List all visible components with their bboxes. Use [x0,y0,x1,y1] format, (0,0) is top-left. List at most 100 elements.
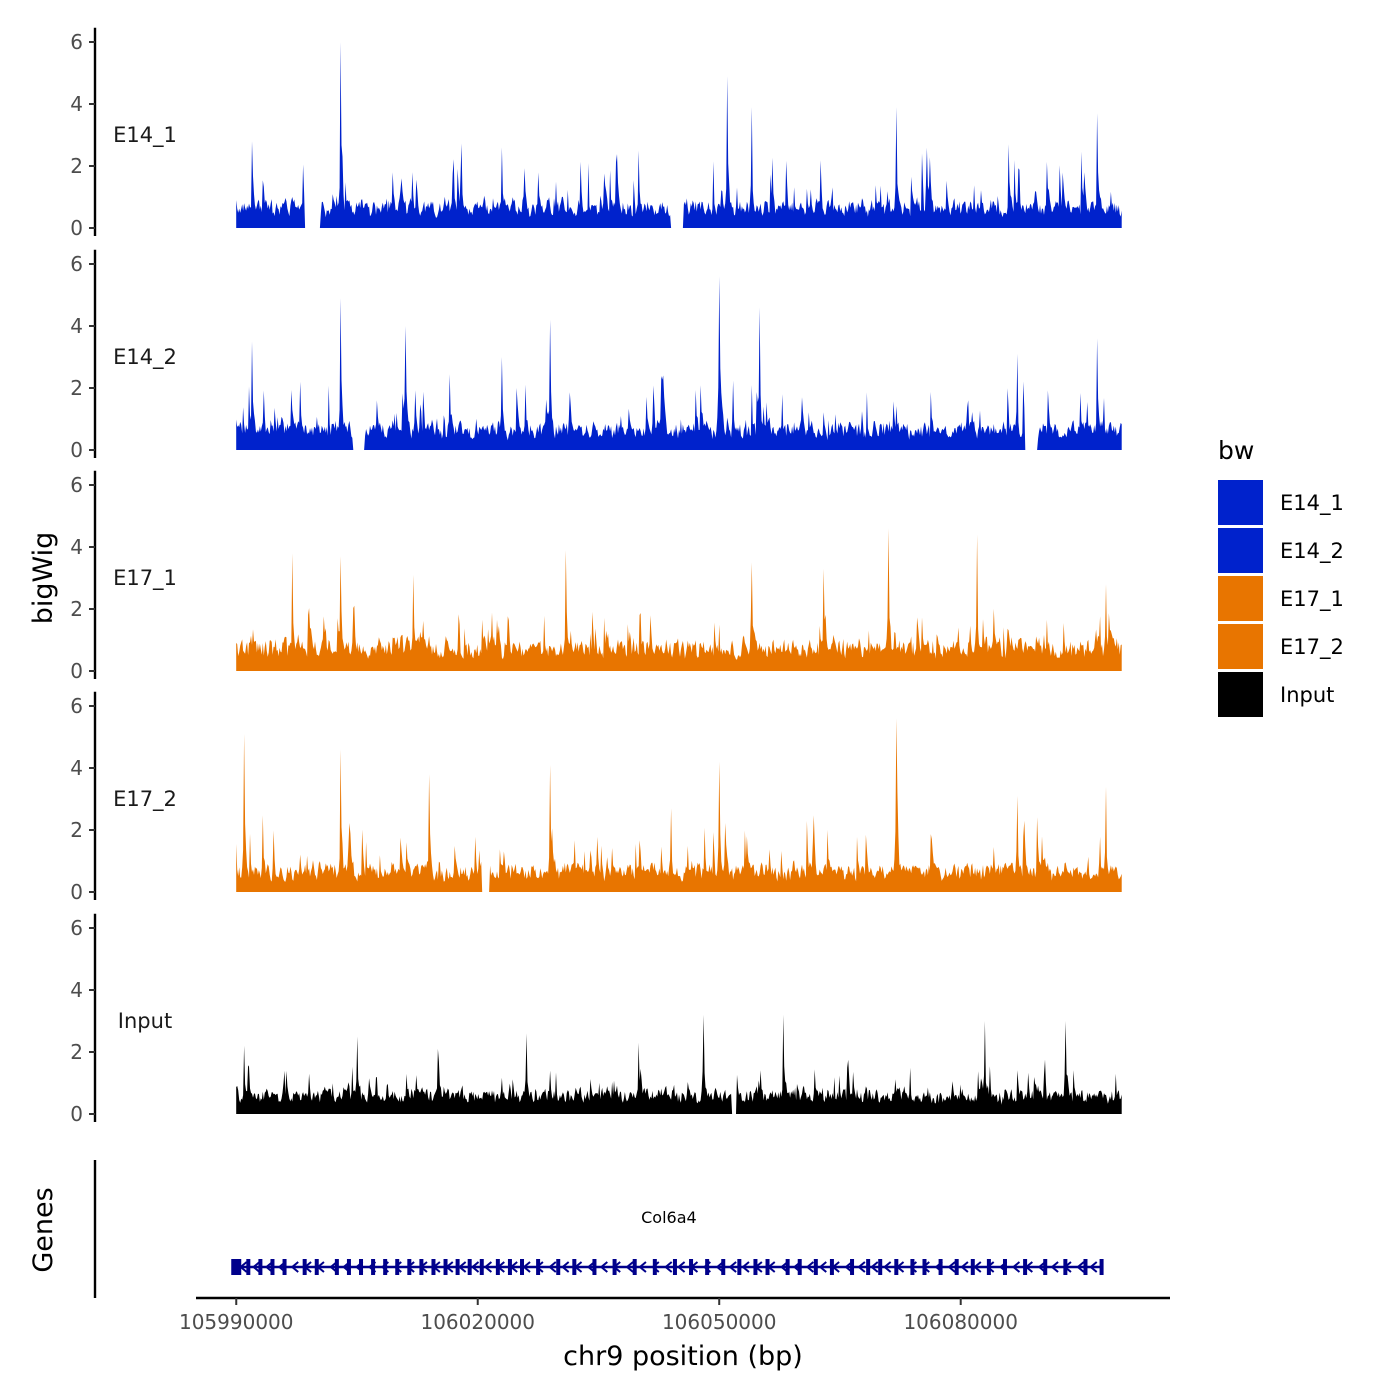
gene-exon [314,1259,319,1275]
gene-exon [894,1259,899,1275]
legend-swatch [1218,576,1263,621]
gene-exon [922,1259,927,1275]
gene-exon [258,1259,263,1275]
gene-exon [1043,1259,1048,1275]
gene-exon [765,1259,770,1275]
gene-exon [813,1259,818,1275]
y-tick-label: 2 [70,597,83,621]
gene-exon [689,1259,694,1275]
y-tick-label: 4 [70,314,83,338]
y-tick-label: 6 [70,916,83,940]
signal-area-e14-1 [236,42,1122,228]
gene-exon [721,1259,726,1275]
y-tick-label: 2 [70,376,83,400]
y-tick-label: 4 [70,92,83,116]
strand-arrow [805,1261,815,1273]
genes-track: Genes Col6a4 [28,1160,1104,1298]
strand-arrow [664,1261,673,1273]
strand-arrow [561,1261,570,1273]
legend-label: E14_2 [1280,539,1344,564]
strand-arrow [638,1261,647,1273]
strand-arrow [844,1261,853,1273]
x-tick-label: 106020000 [420,1310,535,1334]
gene-exon [1002,1259,1007,1275]
strand-arrow [1076,1261,1085,1273]
gene-exon [753,1259,758,1275]
strand-arrow [677,1261,686,1273]
y-tick-label: 4 [70,756,83,780]
strand-arrow [458,1261,467,1273]
gene-exon [954,1259,959,1275]
strand-arrow [586,1261,596,1273]
gene-name-label: Col6a4 [641,1208,697,1227]
strand-arrow [1011,1261,1021,1273]
legend-swatch [1218,624,1263,669]
legend-label: E17_1 [1280,587,1344,612]
legend-item: E14_2 [1218,528,1344,573]
y-tick-label: 4 [70,535,83,559]
gene-exon [1023,1259,1028,1275]
legend-label: E17_2 [1280,635,1344,660]
y-axis-title: bigWig [28,532,59,625]
gene-exon [652,1259,657,1275]
panel-label: E17_2 [113,787,177,812]
strand-arrow [780,1261,789,1273]
y-tick-label: 6 [70,30,83,54]
panel-label: Input [118,1009,172,1033]
track-e14-1: 0 2 4 6 E14_1 [70,27,1122,240]
gene-exon [970,1259,975,1275]
strand-arrow [947,1261,956,1273]
gene-exon [431,1259,436,1275]
strand-arrow [870,1261,879,1273]
strand-arrow [264,1261,274,1273]
panel-label: E17_1 [113,566,177,591]
x-tick-label: 105990000 [179,1310,294,1334]
x-axis: 105990000 106020000 106050000 106080000 [179,1296,1170,1334]
gene-exon [346,1259,351,1275]
y-tick-label: 0 [70,1102,83,1126]
gene-exon [246,1259,251,1275]
gene-exon [986,1259,991,1275]
gene-exon [302,1259,307,1275]
x-tick-label: 106080000 [903,1310,1018,1334]
gene-exon [371,1259,376,1275]
track-input: 0 2 4 6 Input [70,913,1122,1126]
strand-arrow [715,1261,724,1273]
panel-label: E14_1 [113,123,177,148]
gene-exon [705,1259,710,1275]
strand-arrow [599,1261,608,1273]
x-tick-label: 106050000 [662,1310,777,1334]
gene-exon [556,1259,561,1275]
gene-exon [1099,1259,1104,1275]
gene-exon [270,1259,275,1275]
legend-item: E17_1 [1218,576,1344,621]
y-tick-label: 2 [70,1040,83,1064]
gene-exon [443,1259,448,1275]
y-tick-label: 0 [70,880,83,904]
signal-area-e14-2 [236,276,1122,450]
gene-exon [866,1259,871,1275]
gene-exon [536,1259,541,1275]
strand-arrow [741,1261,750,1273]
gene-exon [495,1259,500,1275]
legend-swatch [1218,672,1263,717]
strand-arrow [883,1261,892,1273]
gene-exon [1063,1259,1068,1275]
strand-arrow [625,1261,634,1273]
strand-arrow [548,1261,557,1273]
gene-exon [467,1259,472,1275]
legend: bw E14_1 E14_2 E17_1 E17_2 Input [1218,436,1344,717]
y-tick-label: 0 [70,216,83,240]
legend-label: Input [1280,683,1334,707]
gene-exon [395,1259,400,1275]
gene-exon [592,1259,597,1275]
gene-exon [672,1259,677,1275]
gene-exon [359,1259,364,1275]
strand-arrow [1050,1261,1059,1273]
panel-label: E14_2 [113,345,177,370]
gene-exon [507,1259,512,1275]
gene-exon [520,1259,525,1275]
gene-exon [419,1259,424,1275]
gene-exon [572,1259,577,1275]
